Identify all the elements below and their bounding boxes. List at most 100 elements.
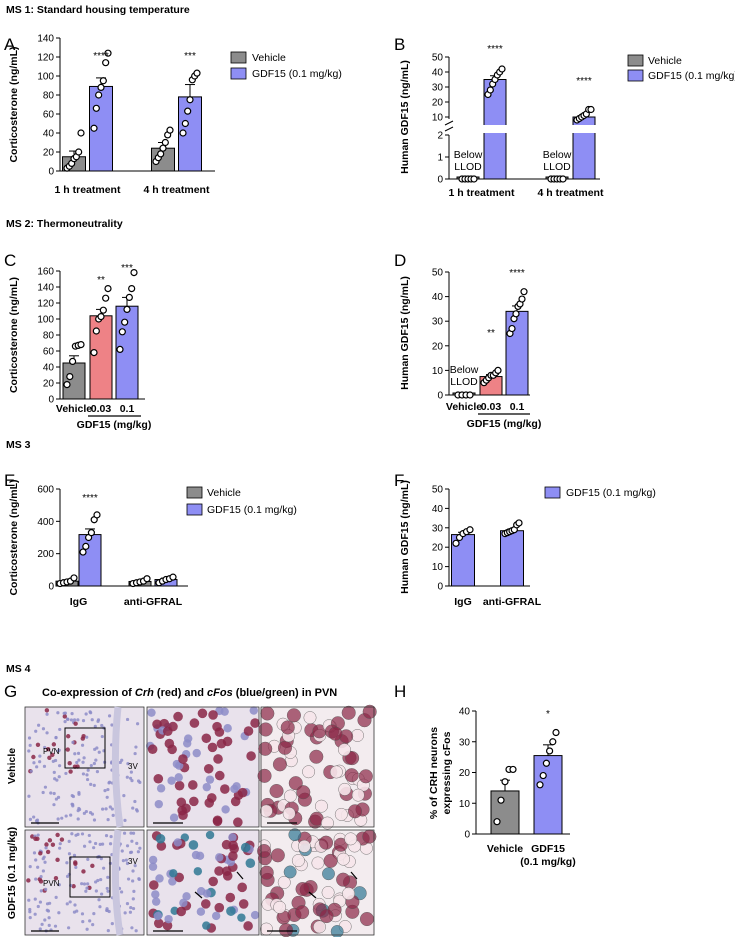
tile-border bbox=[260, 706, 375, 828]
stained-nucleus bbox=[27, 794, 31, 798]
stained-nucleus bbox=[76, 751, 81, 755]
segmented-cell bbox=[277, 875, 291, 889]
stained-nucleus bbox=[93, 841, 98, 846]
stained-nucleus bbox=[133, 751, 137, 756]
legend-a: Vehicle GDF15 (0.1 mg/kg) bbox=[230, 51, 342, 80]
stained-nucleus bbox=[82, 844, 87, 848]
stained-nucleus bbox=[45, 908, 49, 912]
data-point bbox=[518, 295, 526, 303]
x-category-label: 0.1 bbox=[510, 401, 525, 413]
stained-nucleus bbox=[162, 726, 173, 737]
data-point bbox=[493, 818, 501, 826]
legend-vehicle-label: Vehicle bbox=[207, 487, 241, 499]
stained-nucleus bbox=[80, 882, 84, 886]
stained-nucleus bbox=[81, 719, 86, 723]
stained-nucleus bbox=[130, 926, 134, 930]
stained-nucleus bbox=[44, 842, 49, 847]
y-tick-label: 40 bbox=[43, 129, 55, 140]
stained-nucleus bbox=[41, 857, 45, 861]
segmented-cell bbox=[338, 782, 352, 796]
bar bbox=[89, 315, 113, 400]
stained-nucleus bbox=[136, 850, 140, 854]
section-ms2-heading: MS 2: Thermoneutrality bbox=[6, 218, 123, 230]
stained-nucleus bbox=[68, 900, 72, 904]
stained-nucleus bbox=[187, 780, 198, 790]
segmented-cell bbox=[337, 852, 350, 866]
y-tick-label: 10 bbox=[432, 113, 444, 124]
below-llod-label: LLOD bbox=[450, 376, 478, 388]
data-point bbox=[130, 269, 138, 277]
stained-nucleus bbox=[192, 748, 201, 758]
stained-nucleus bbox=[33, 836, 38, 841]
stained-nucleus bbox=[44, 708, 50, 713]
stained-nucleus bbox=[153, 918, 164, 929]
stained-nucleus bbox=[47, 916, 51, 920]
y-tick-label: 40 bbox=[432, 504, 444, 515]
legend-vehicle-swatch bbox=[627, 54, 644, 67]
stained-nucleus bbox=[28, 743, 32, 747]
tile-border bbox=[24, 706, 145, 828]
stained-nucleus bbox=[57, 883, 61, 887]
y-tick-label: 100 bbox=[37, 315, 54, 326]
histology-title: Co-expression of Crh (red) and cFos (blu… bbox=[42, 687, 337, 699]
stained-nucleus bbox=[52, 803, 56, 807]
data-point bbox=[68, 357, 77, 365]
stained-nucleus bbox=[27, 749, 31, 753]
significance-label: *** bbox=[121, 263, 133, 274]
stained-nucleus bbox=[215, 853, 224, 862]
stained-nucleus bbox=[102, 866, 106, 870]
data-point bbox=[179, 129, 187, 137]
stained-nucleus bbox=[82, 756, 86, 760]
data-point bbox=[159, 144, 167, 152]
y-axis-label: expressing cFos bbox=[441, 731, 453, 814]
data-point bbox=[77, 341, 85, 349]
stained-nucleus bbox=[156, 784, 166, 793]
stained-nucleus bbox=[90, 863, 95, 869]
y-tick-label: 20 bbox=[459, 768, 471, 779]
third-ventricle-label: 3V bbox=[128, 857, 138, 866]
axis-break bbox=[444, 126, 454, 132]
segmented-cell bbox=[328, 726, 343, 741]
stained-nucleus bbox=[94, 880, 98, 884]
data-point bbox=[77, 129, 85, 137]
stained-nucleus bbox=[58, 842, 62, 846]
segmented-cell bbox=[333, 837, 348, 852]
stained-nucleus bbox=[205, 830, 215, 840]
stained-nucleus bbox=[42, 764, 47, 768]
histology-tile bbox=[257, 828, 377, 937]
data-point bbox=[66, 373, 74, 381]
data-point bbox=[193, 69, 201, 77]
significance-label: **** bbox=[576, 76, 592, 87]
stained-nucleus bbox=[45, 731, 49, 735]
stained-nucleus bbox=[38, 760, 42, 764]
x-category-label: IgG bbox=[454, 596, 472, 608]
stained-nucleus bbox=[34, 877, 38, 881]
segmented-cell bbox=[359, 912, 374, 927]
zoom-box bbox=[64, 727, 106, 769]
data-point bbox=[515, 519, 523, 527]
legend-vehicle-label: Vehicle bbox=[252, 52, 286, 64]
x-category-label: 0.1 bbox=[120, 403, 135, 415]
stained-nucleus bbox=[169, 813, 179, 822]
stained-nucleus bbox=[233, 817, 243, 828]
stained-nucleus bbox=[230, 784, 239, 794]
data-point bbox=[181, 119, 189, 128]
stained-nucleus bbox=[151, 890, 160, 899]
y-tick-label: 0 bbox=[464, 830, 470, 841]
data-point bbox=[169, 573, 177, 581]
data-point bbox=[466, 526, 474, 534]
data-point bbox=[549, 738, 557, 746]
stained-nucleus bbox=[97, 898, 101, 902]
y-axis-label: Human GDF15 (ng/mL) bbox=[399, 60, 411, 174]
histology-tile bbox=[146, 829, 260, 936]
stained-nucleus bbox=[128, 776, 133, 780]
stained-nucleus bbox=[138, 846, 142, 850]
segmented-cell bbox=[303, 711, 317, 725]
data-point bbox=[536, 781, 544, 789]
significance-label: ** bbox=[97, 275, 105, 286]
stained-nucleus bbox=[43, 918, 47, 922]
stained-nucleus bbox=[250, 718, 260, 728]
stained-nucleus bbox=[87, 833, 91, 838]
stained-nucleus bbox=[67, 926, 71, 930]
stained-nucleus bbox=[38, 927, 42, 931]
